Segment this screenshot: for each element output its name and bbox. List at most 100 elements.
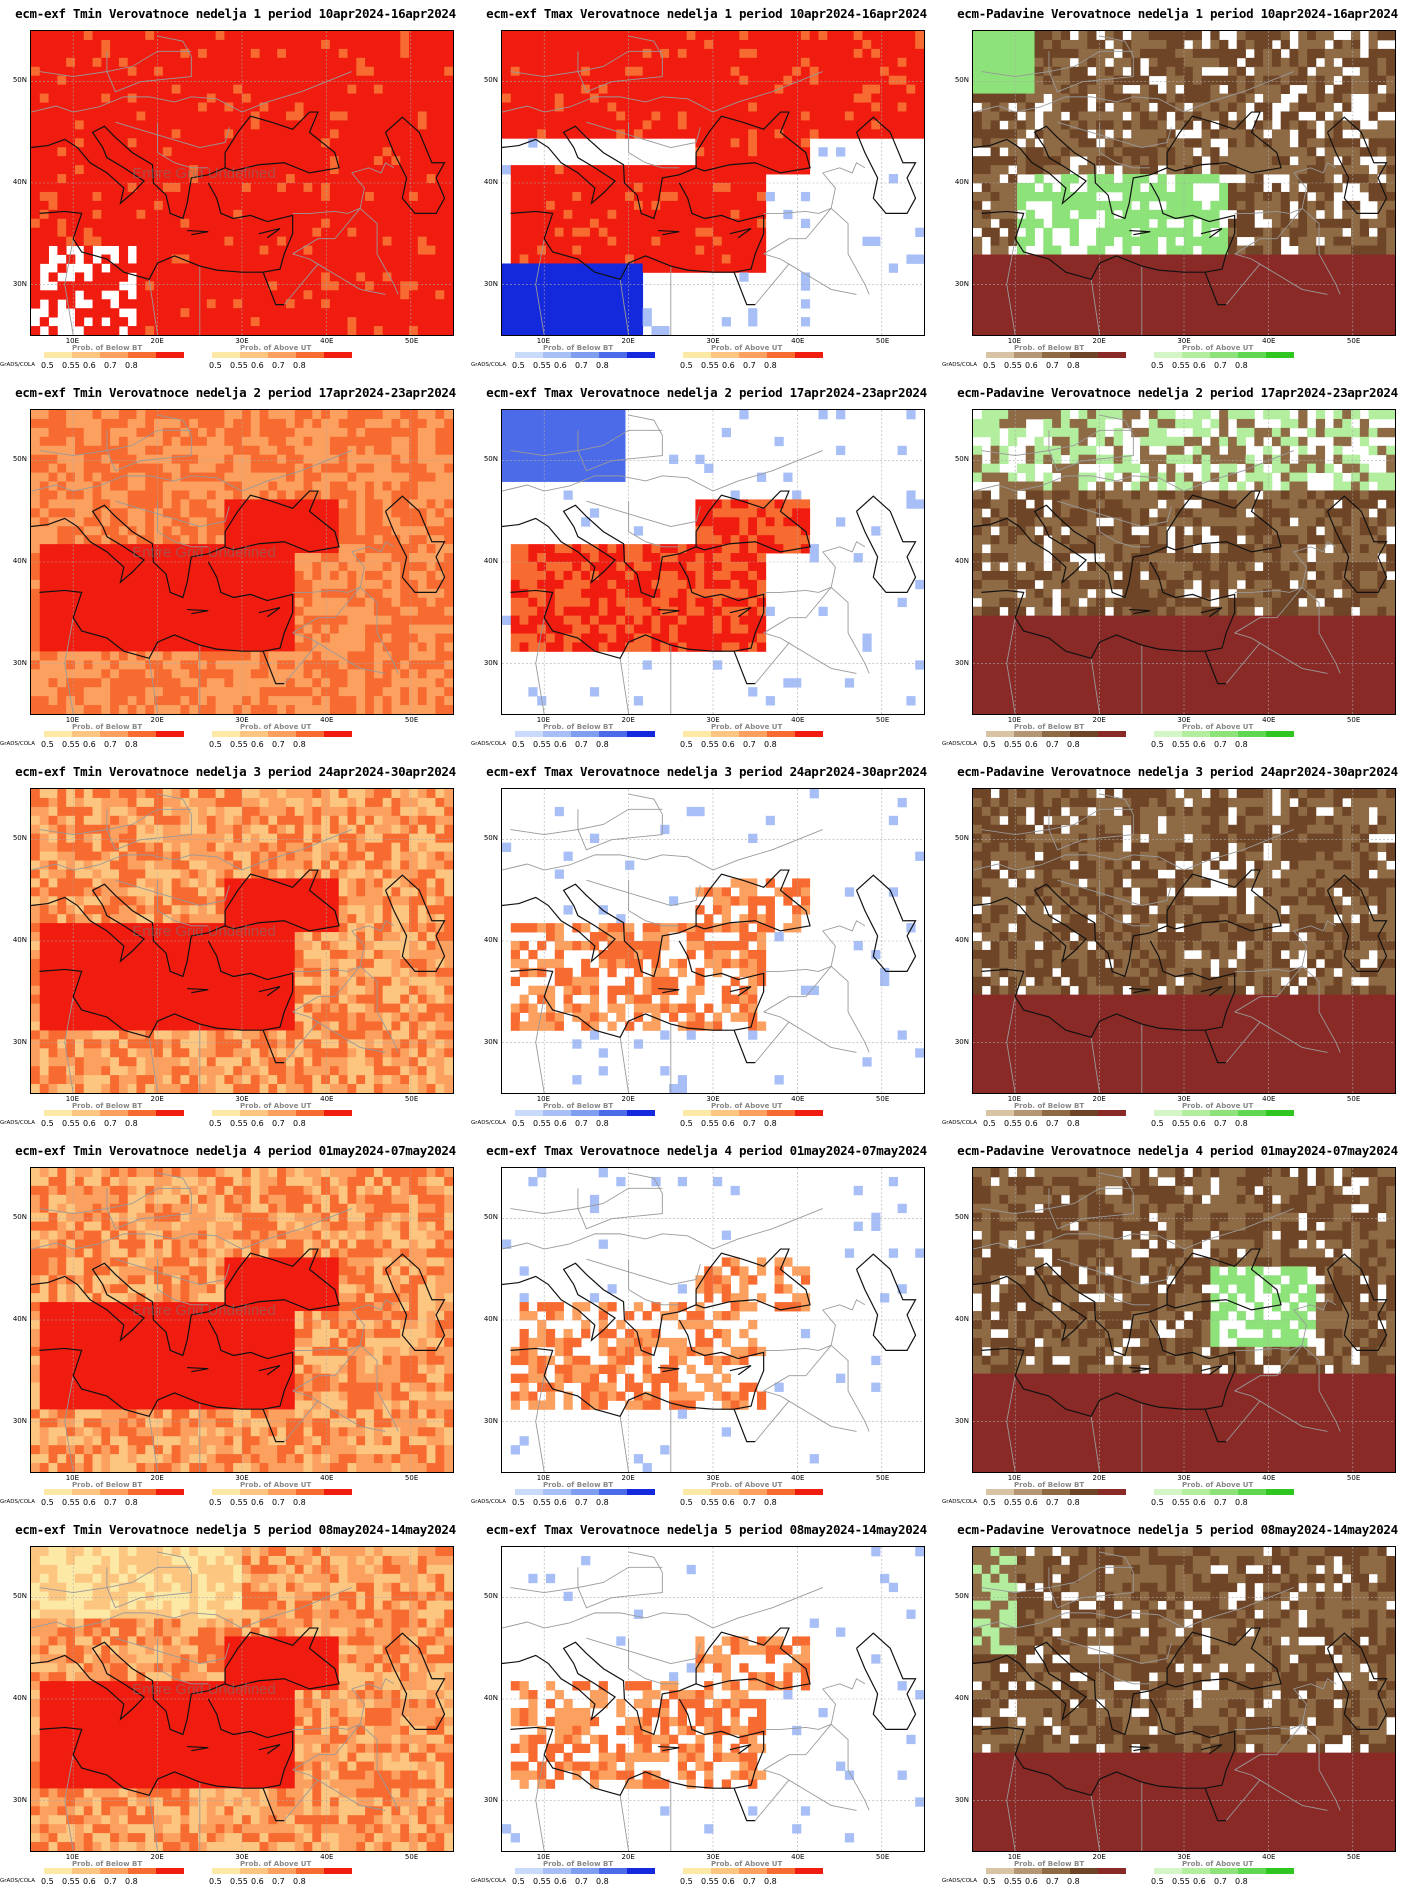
- probability-cell: [285, 410, 296, 420]
- probability-cell: [180, 191, 190, 202]
- probability-cell: [417, 218, 428, 229]
- probability-cell: [1131, 272, 1141, 282]
- probability-cell: [906, 75, 916, 86]
- probability-cell: [1342, 174, 1352, 184]
- probability-cell: [572, 102, 582, 112]
- probability-cell: [1043, 129, 1053, 139]
- probability-cell: [1131, 147, 1141, 157]
- probability-cell: [1166, 57, 1176, 68]
- probability-cell: [417, 165, 428, 175]
- probability-cell: [1043, 263, 1053, 273]
- probability-cell: [39, 138, 49, 148]
- probability-cell: [1096, 129, 1106, 139]
- probability-cell: [1386, 299, 1395, 309]
- probability-cell: [827, 39, 837, 50]
- probability-cell: [250, 418, 260, 429]
- colorbar-tick-label: 0.6: [722, 361, 735, 370]
- probability-cell: [973, 156, 983, 166]
- probability-cell: [990, 129, 1000, 139]
- probability-cell: [677, 236, 688, 246]
- probability-cell: [1333, 48, 1343, 59]
- probability-cell: [48, 454, 58, 465]
- probability-cell: [625, 120, 635, 130]
- probability-cell: [1254, 66, 1264, 77]
- probability-cell: [171, 410, 181, 420]
- probability-cell: [48, 200, 58, 211]
- probability-cell: [57, 526, 67, 536]
- probability-cell: [756, 183, 767, 193]
- probability-cell: [347, 454, 357, 465]
- probability-cell: [1184, 174, 1194, 184]
- probability-cell: [756, 138, 767, 148]
- probability-cell: [277, 245, 287, 255]
- probability-cell: [713, 147, 723, 157]
- probability-cell: [1386, 191, 1395, 202]
- probability-cell: [242, 481, 252, 491]
- border-line: [283, 263, 319, 305]
- probability-cell: [198, 499, 208, 509]
- probability-cell: [215, 147, 225, 157]
- probability-cell: [365, 263, 375, 273]
- probability-cell: [581, 236, 591, 246]
- probability-cell: [162, 227, 173, 238]
- probability-cell: [277, 472, 287, 482]
- probability-cell: [224, 236, 234, 246]
- probability-cell: [242, 410, 252, 420]
- probability-cell: [417, 317, 428, 327]
- probability-cell: [1052, 31, 1062, 41]
- probability-cell: [695, 200, 705, 211]
- probability-cell: [1219, 272, 1229, 282]
- probability-cell: [435, 93, 445, 103]
- probability-cell: [1377, 138, 1387, 148]
- probability-cell: [783, 93, 793, 103]
- probability-cell: [589, 254, 600, 264]
- probability-cell: [356, 290, 366, 300]
- probability-cell: [774, 66, 784, 77]
- probability-cell: [1157, 317, 1167, 327]
- probability-cell: [206, 227, 217, 238]
- coastline: [510, 182, 765, 280]
- probability-cell: [250, 472, 260, 482]
- probability-cell: [171, 481, 181, 491]
- probability-cell: [1131, 174, 1141, 184]
- probability-cell: [189, 410, 199, 420]
- probability-cell: [444, 427, 453, 438]
- probability-cell: [136, 147, 146, 157]
- probability-cell: [625, 93, 635, 103]
- probability-cell: [1175, 48, 1185, 59]
- probability-cell: [1280, 165, 1290, 175]
- probability-field: [31, 31, 453, 335]
- probability-cell: [1157, 326, 1167, 335]
- probability-cell: [373, 508, 384, 518]
- probability-cell: [329, 454, 340, 465]
- probability-cell: [250, 183, 260, 193]
- probability-cell: [695, 48, 705, 59]
- probability-cell: [1280, 254, 1290, 264]
- probability-cell: [294, 191, 304, 202]
- probability-cell: [242, 245, 252, 255]
- probability-cell: [409, 508, 419, 518]
- probability-cell: [519, 84, 529, 94]
- probability-cell: [303, 165, 313, 175]
- probability-cell: [233, 272, 243, 282]
- probability-cell: [180, 272, 190, 282]
- probability-cell: [136, 227, 146, 238]
- probability-cell: [285, 129, 296, 139]
- probability-cell: [730, 48, 740, 59]
- probability-cell: [1034, 84, 1044, 94]
- probability-cell: [444, 102, 453, 112]
- probability-cell: [686, 93, 696, 103]
- colorbar-tick-label: 0.55: [62, 361, 80, 370]
- probability-cell: [180, 308, 190, 318]
- probability-cell: [981, 75, 991, 86]
- probability-cell: [1148, 245, 1159, 255]
- probability-cell: [1236, 200, 1246, 211]
- probability-cell: [1289, 254, 1299, 264]
- probability-cell: [74, 129, 85, 139]
- probability-cell: [1157, 254, 1167, 264]
- probability-cell: [409, 200, 419, 211]
- probability-cell: [347, 48, 357, 59]
- probability-cell: [1157, 281, 1167, 291]
- probability-cell: [783, 165, 793, 175]
- probability-cell: [1298, 129, 1308, 139]
